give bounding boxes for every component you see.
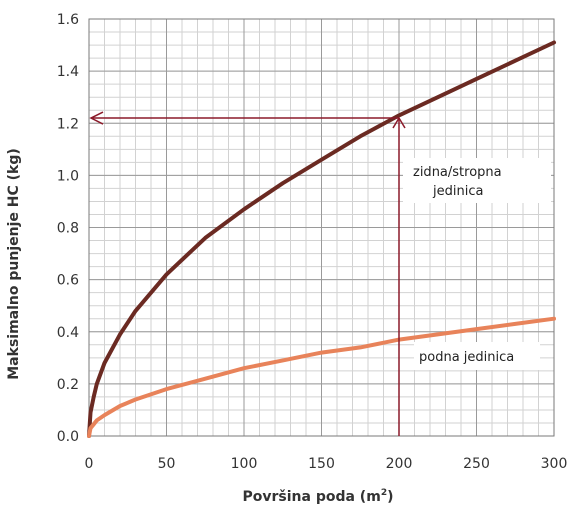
x-tick-label: 300 (541, 456, 568, 472)
x-tick-label: 50 (158, 456, 176, 472)
y-tick-label: 0.4 (57, 325, 79, 341)
y-tick-label: 1.0 (57, 168, 79, 184)
series-label-floor: podna jedinica (419, 350, 514, 365)
series-label-wall-line2: jedinica (432, 184, 483, 199)
y-tick-labels: 0.0 0.2 0.4 0.6 0.8 1.0 1.2 1.4 1.6 (57, 12, 79, 445)
series-line-1 (87, 40, 556, 438)
x-tick-label: 250 (463, 456, 490, 472)
y-axis-title: Maksimalno punjenje HC (kg) (6, 148, 22, 380)
x-tick-label: 150 (308, 456, 335, 472)
y-tick-label: 0.8 (57, 221, 79, 237)
series-label-box-wall (403, 158, 551, 203)
x-axis-title: Površina poda (m2) (243, 488, 394, 505)
y-tick-label: 1.4 (57, 64, 79, 80)
series-label-wall-line1: zidna/stropna (413, 165, 502, 180)
guide-layer (89, 111, 406, 436)
series-line-2 (87, 316, 556, 438)
series-layer (87, 40, 556, 438)
series-label-box-floor (414, 342, 540, 370)
y-tick-label: 0.2 (57, 377, 79, 393)
x-tick-label: 200 (386, 456, 413, 472)
plot-frame (88, 18, 555, 437)
y-tick-label: 1.2 (57, 116, 79, 132)
guide-arrow-left (89, 111, 104, 125)
x-tick-label: 100 (231, 456, 258, 472)
y-tick-label: 0.6 (57, 273, 79, 289)
x-tick-label: 0 (85, 456, 94, 472)
y-tick-label: 1.6 (57, 12, 79, 28)
y-tick-label: 0.0 (57, 429, 79, 445)
guide-arrow-up (392, 116, 406, 129)
x-tick-labels: 0 50 100 150 200 250 300 (85, 456, 568, 472)
